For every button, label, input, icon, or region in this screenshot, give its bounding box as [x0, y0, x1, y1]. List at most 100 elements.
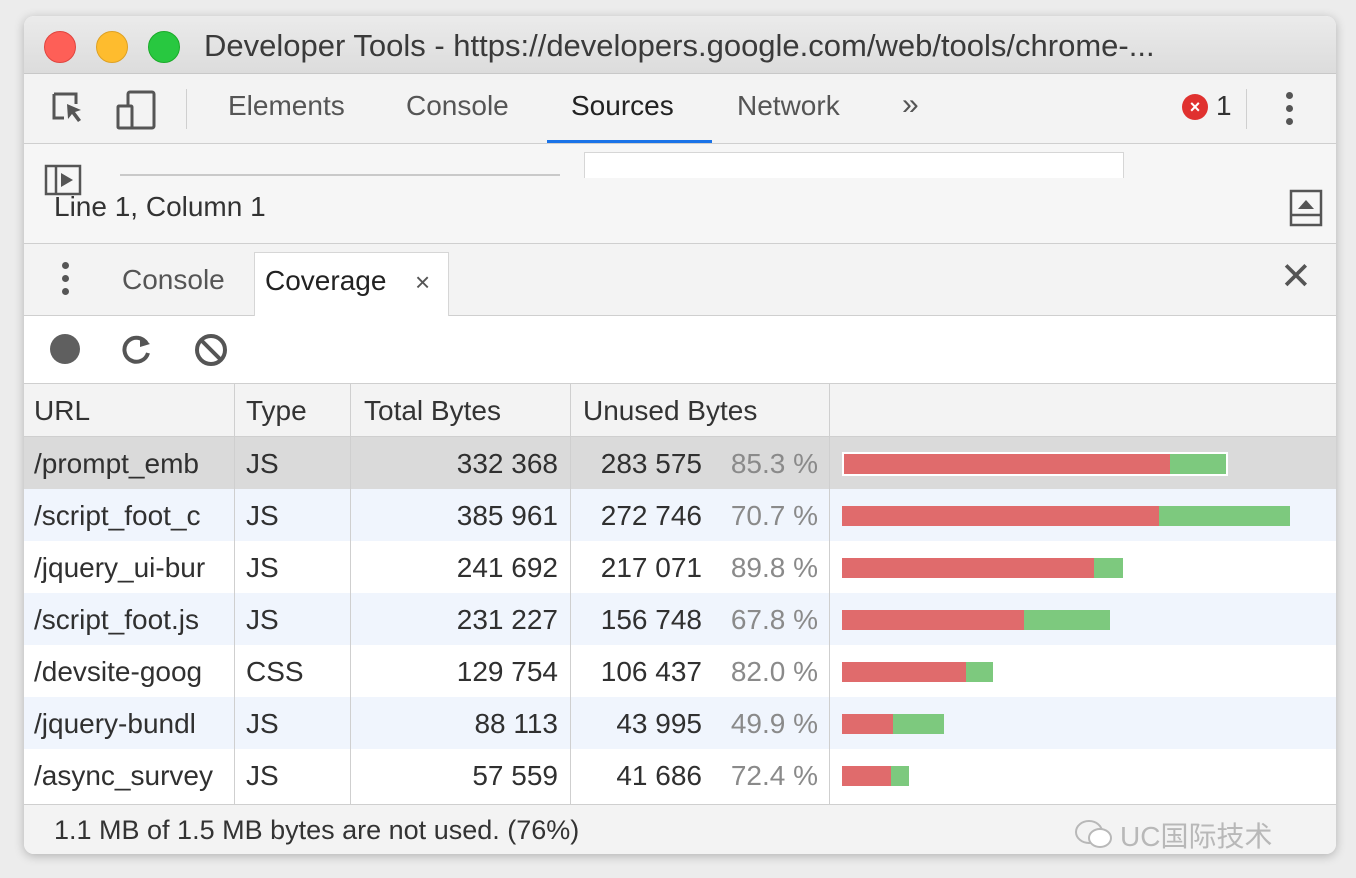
unused-bytes-cell: 272 746: [600, 500, 702, 531]
editor-file-tab: [584, 152, 1124, 178]
url-cell: /script_foot.js: [34, 604, 199, 635]
column-unused-bytes[interactable]: Unused Bytes: [583, 395, 758, 426]
tab-sources[interactable]: Sources: [571, 90, 674, 121]
drawer-tab-coverage-label: Coverage: [265, 265, 387, 296]
usage-bar: [842, 662, 993, 682]
total-bytes-cell: 129 754: [456, 656, 558, 687]
record-icon[interactable]: [50, 334, 80, 364]
total-bytes-cell: 57 559: [472, 760, 558, 791]
more-tabs-chevron-icon[interactable]: »: [902, 88, 919, 121]
unused-bytes-bar: [842, 558, 1094, 578]
customize-menu-icon[interactable]: [1286, 92, 1294, 131]
url-cell: /jquery_ui-bur: [34, 552, 206, 583]
drawer-tab-strip: Console Coverage × ✕: [24, 244, 1336, 316]
used-bytes-bar: [1159, 506, 1290, 526]
tab-network[interactable]: Network: [737, 90, 840, 121]
type-cell: JS: [246, 604, 279, 635]
used-bytes-bar: [1169, 454, 1226, 474]
unused-bytes-cell: 43 995: [616, 708, 702, 739]
total-bytes-cell: 385 961: [456, 500, 558, 531]
unused-percent-cell: 70.7 %: [730, 500, 818, 531]
device-toolbar-icon[interactable]: [116, 90, 158, 135]
column-total-bytes[interactable]: Total Bytes: [364, 395, 501, 426]
toggle-drawer-icon[interactable]: [1289, 189, 1323, 232]
column-url[interactable]: URL: [34, 395, 91, 426]
unused-percent-cell: 49.9 %: [730, 708, 818, 739]
type-cell: JS: [246, 552, 279, 583]
error-icon[interactable]: ×: [1182, 94, 1208, 120]
usage-bar: [842, 610, 1110, 630]
used-bytes-bar: [1094, 558, 1123, 578]
reload-icon[interactable]: [120, 332, 154, 371]
toolbar-divider-right: [1246, 89, 1247, 129]
watermark-text: UC国际技术: [1120, 821, 1273, 852]
sources-editor-area: Line 1, Column 1: [24, 144, 1336, 244]
unused-bytes-cell: 106 437: [600, 656, 702, 687]
devtools-window: Developer Tools - https://developers.goo…: [24, 16, 1336, 854]
unused-percent-cell: 67.8 %: [730, 604, 818, 635]
title-bar: Developer Tools - https://developers.goo…: [24, 16, 1336, 74]
clear-icon[interactable]: [194, 333, 228, 372]
usage-bar: [842, 714, 944, 734]
url-cell: /prompt_emb: [34, 448, 199, 479]
column-divider: [570, 384, 571, 804]
table-row[interactable]: /prompt_emb JS 332 368 283 575 85.3 %: [24, 437, 1336, 489]
active-tab-indicator: [547, 140, 712, 143]
total-bytes-cell: 88 113: [474, 708, 558, 739]
table-row[interactable]: /jquery_ui-bur JS 241 692 217 071 89.8 %: [24, 541, 1336, 593]
unused-percent-cell: 85.3 %: [730, 448, 818, 479]
toolbar-divider: [186, 89, 187, 129]
column-type[interactable]: Type: [246, 395, 307, 426]
coverage-summary-bar: 1.1 MB of 1.5 MB bytes are not used. (76…: [24, 804, 1336, 854]
unused-bytes-cell: 283 575: [600, 448, 702, 479]
unused-bytes-cell: 217 071: [600, 552, 702, 583]
error-count[interactable]: 1: [1216, 90, 1232, 121]
drawer-tab-coverage[interactable]: Coverage ×: [254, 252, 449, 316]
coverage-table: URL Type Total Bytes Unused Bytes /promp…: [24, 384, 1336, 804]
unused-percent-cell: 72.4 %: [730, 760, 818, 791]
window-title: Developer Tools - https://developers.goo…: [204, 28, 1155, 63]
used-bytes-bar: [1024, 610, 1110, 630]
total-bytes-cell: 231 227: [456, 604, 558, 635]
type-cell: JS: [246, 448, 279, 479]
table-row[interactable]: /script_foot.js JS 231 227 156 748 67.8 %: [24, 593, 1336, 645]
unused-bytes-bar: [842, 766, 891, 786]
usage-bar: [842, 506, 1290, 526]
used-bytes-bar: [966, 662, 993, 682]
usage-bar: [842, 766, 909, 786]
used-bytes-bar: [891, 766, 909, 786]
tab-elements[interactable]: Elements: [228, 90, 345, 121]
close-tab-icon[interactable]: ×: [415, 267, 431, 297]
unused-bytes-bar: [844, 454, 1170, 474]
table-row[interactable]: /script_foot_c JS 385 961 272 746 70.7 %: [24, 489, 1336, 541]
unused-percent-cell: 82.0 %: [730, 656, 818, 687]
unused-bytes-cell: 156 748: [600, 604, 702, 635]
unused-bytes-bar: [842, 662, 966, 682]
url-cell: /async_survey: [34, 760, 213, 791]
close-window-button[interactable]: [44, 31, 76, 63]
usage-bar: [842, 452, 1228, 476]
close-drawer-icon[interactable]: ✕: [1280, 256, 1312, 298]
navigator-toggle-icon[interactable]: [44, 164, 84, 203]
zoom-window-button[interactable]: [148, 31, 180, 63]
table-row[interactable]: /jquery-bundl JS 88 113 43 995 49.9 %: [24, 697, 1336, 749]
cursor-position-status: Line 1, Column 1: [54, 191, 266, 222]
editor-tab-strip: [120, 174, 560, 176]
total-bytes-cell: 332 368: [456, 448, 558, 479]
unused-percent-cell: 89.8 %: [730, 552, 818, 583]
type-cell: JS: [246, 708, 279, 739]
tab-console[interactable]: Console: [406, 90, 509, 121]
drawer-menu-icon[interactable]: [62, 262, 69, 301]
type-cell: CSS: [246, 656, 304, 687]
wechat-logo-icon: [1074, 819, 1114, 854]
type-cell: JS: [246, 500, 279, 531]
table-row[interactable]: /async_survey JS 57 559 41 686 72.4 %: [24, 749, 1336, 801]
watermark: UC国际技术: [1074, 815, 1272, 854]
url-cell: /script_foot_c: [34, 500, 201, 531]
inspect-element-icon[interactable]: [50, 90, 86, 131]
table-row[interactable]: /devsite-goog CSS 129 754 106 437 82.0 %: [24, 645, 1336, 697]
coverage-summary: 1.1 MB of 1.5 MB bytes are not used. (76…: [54, 815, 580, 845]
drawer-tab-console[interactable]: Console: [122, 264, 225, 295]
minimize-window-button[interactable]: [96, 31, 128, 63]
column-divider: [350, 384, 351, 804]
